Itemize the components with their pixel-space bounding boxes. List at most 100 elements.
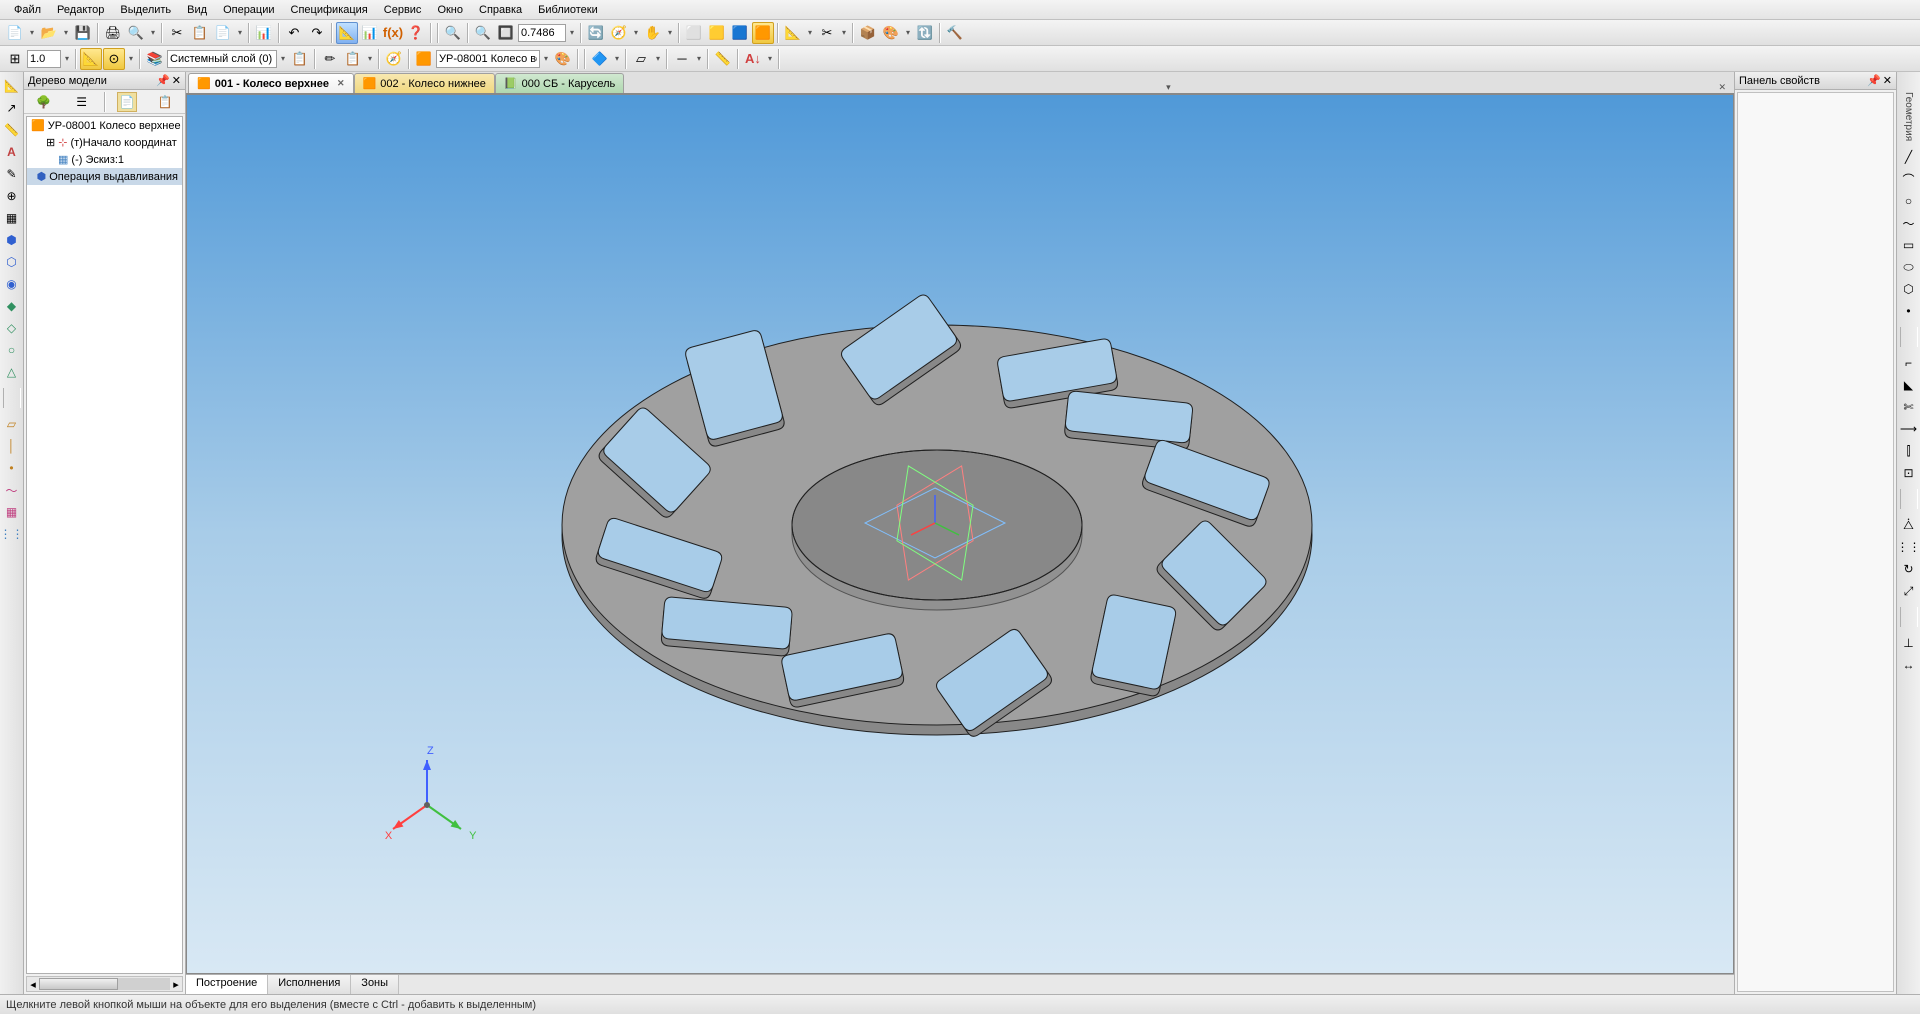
- tool-geom-icon[interactable]: 📐: [2, 76, 22, 96]
- rtool-offset-icon[interactable]: ⫿: [1899, 441, 1919, 461]
- section-button[interactable]: ✂: [816, 22, 838, 44]
- snap-button[interactable]: ⊙: [103, 48, 125, 70]
- section-dropdown[interactable]: ▾: [839, 22, 849, 44]
- print-preview-button[interactable]: 🔍: [125, 22, 147, 44]
- face-dropdown[interactable]: ▾: [653, 48, 663, 70]
- zoom-extents-button[interactable]: 🔍: [442, 22, 464, 44]
- layers-button[interactable]: 📚: [144, 48, 166, 70]
- tree-filter-icon[interactable]: 📄: [117, 92, 137, 112]
- menu-help[interactable]: Справка: [471, 2, 530, 18]
- refresh-button[interactable]: 🔃: [914, 22, 936, 44]
- part-dropdown[interactable]: ▾: [541, 48, 551, 70]
- tree-root[interactable]: 🟧 УР-08001 Колесо верхнее (Те.: [27, 117, 182, 134]
- rtool-arc-icon[interactable]: ⌒: [1899, 169, 1919, 189]
- rtool-constraint-icon[interactable]: ⊥: [1899, 633, 1919, 653]
- menu-libraries[interactable]: Библиотеки: [530, 2, 606, 18]
- orient-button[interactable]: 🧭: [608, 22, 630, 44]
- perspective-dropdown[interactable]: ▾: [805, 22, 815, 44]
- part-color-button[interactable]: 🎨: [552, 48, 574, 70]
- rtool-trim-icon[interactable]: ✄: [1899, 397, 1919, 417]
- rtool-project-icon[interactable]: ⊡: [1899, 463, 1919, 483]
- lcs-button[interactable]: 🧭: [383, 48, 405, 70]
- pan-dropdown[interactable]: ▾: [665, 22, 675, 44]
- face-filter-button[interactable]: ▱: [630, 48, 652, 70]
- edge-filter-button[interactable]: ─: [671, 48, 693, 70]
- menu-window[interactable]: Окно: [429, 2, 471, 18]
- print-button[interactable]: 🖨: [102, 22, 124, 44]
- sketch-dropdown[interactable]: ▾: [365, 48, 375, 70]
- tool-surf-icon[interactable]: ▦: [2, 502, 22, 522]
- new-dropdown[interactable]: ▾: [27, 22, 37, 44]
- menu-operations[interactable]: Операции: [215, 2, 282, 18]
- copy-button[interactable]: 📋: [189, 22, 211, 44]
- open-dropdown[interactable]: ▾: [61, 22, 71, 44]
- tool-layer-icon[interactable]: ▦: [2, 208, 22, 228]
- tab-002[interactable]: 🟧 002 - Колесо нижнее: [354, 73, 495, 93]
- btab-build[interactable]: Построение: [186, 975, 268, 994]
- sketch-plane-button[interactable]: 📋: [342, 48, 364, 70]
- tool-chamfer-icon[interactable]: △: [2, 362, 22, 382]
- measure-button[interactable]: 📏: [712, 48, 734, 70]
- hidden-button[interactable]: 🟦: [729, 22, 751, 44]
- close-icon[interactable]: ✕: [1883, 74, 1892, 87]
- orient-dropdown[interactable]: ▾: [631, 22, 641, 44]
- tool-loft-icon[interactable]: ◆: [2, 296, 22, 316]
- tool-plane-icon[interactable]: ▱: [2, 414, 22, 434]
- open-button[interactable]: 📂: [38, 22, 60, 44]
- print-dropdown[interactable]: ▾: [148, 22, 158, 44]
- rtool-extend-icon[interactable]: ⟶: [1899, 419, 1919, 439]
- edge-dropdown[interactable]: ▾: [694, 48, 704, 70]
- tool-axis-icon[interactable]: │: [2, 436, 22, 456]
- rtool-scale-icon[interactable]: ⤢: [1899, 581, 1919, 601]
- tool-cut-icon[interactable]: ⬡: [2, 252, 22, 272]
- rtool-mirror-icon[interactable]: ⧊: [1899, 515, 1919, 535]
- color-mode-button[interactable]: 🎨: [880, 22, 902, 44]
- text-dropdown[interactable]: ▾: [765, 48, 775, 70]
- tool-revolve-icon[interactable]: ◉: [2, 274, 22, 294]
- tool-round-icon[interactable]: ○: [2, 340, 22, 360]
- rtool-chamfer-icon[interactable]: ◣: [1899, 375, 1919, 395]
- tool-curve-icon[interactable]: ～: [2, 480, 22, 500]
- zoom-dropdown[interactable]: ▾: [567, 22, 577, 44]
- rtool-rect-icon[interactable]: ▭: [1899, 235, 1919, 255]
- undo-button[interactable]: ↶: [283, 22, 305, 44]
- tree-expand-icon[interactable]: 📋: [155, 92, 175, 112]
- paste-dropdown[interactable]: ▾: [235, 22, 245, 44]
- pin-icon[interactable]: 📌: [1867, 74, 1881, 87]
- menu-select[interactable]: Выделить: [112, 2, 179, 18]
- rtool-point-icon[interactable]: •: [1899, 301, 1919, 321]
- wireframe-button[interactable]: 🟧: [752, 22, 774, 44]
- shade-button[interactable]: 🟨: [706, 22, 728, 44]
- ortho-button[interactable]: 📐: [80, 48, 102, 70]
- snap-grid-button[interactable]: ⊞: [4, 48, 26, 70]
- tree-horizontal-scrollbar[interactable]: ◂ ▸: [26, 976, 183, 992]
- expand-icon[interactable]: ⊞: [46, 136, 55, 149]
- tool-line-icon[interactable]: ↗: [2, 98, 22, 118]
- properties-button[interactable]: 📊: [253, 22, 275, 44]
- rtool-fillet-icon[interactable]: ⌐: [1899, 353, 1919, 373]
- layer-dropdown[interactable]: ▾: [278, 48, 288, 70]
- tabs-close-all[interactable]: ✕: [1712, 82, 1732, 93]
- text-button[interactable]: A↓: [742, 48, 764, 70]
- zoom-window-button[interactable]: 🔲: [495, 22, 517, 44]
- zoom-in-button[interactable]: 🔍: [472, 22, 494, 44]
- menu-view[interactable]: Вид: [179, 2, 215, 18]
- new-doc-button[interactable]: 📄: [4, 22, 26, 44]
- pin-icon[interactable]: 📌: [156, 74, 170, 87]
- tree-origin[interactable]: ⊞ ⊹ (т)Начало координат: [27, 134, 182, 151]
- variables-button[interactable]: 📐: [336, 22, 358, 44]
- btab-versions[interactable]: Исполнения: [268, 975, 351, 994]
- simplify-button[interactable]: 📦: [857, 22, 879, 44]
- layer-input[interactable]: [167, 50, 277, 68]
- close-icon[interactable]: ✕: [172, 74, 181, 87]
- paste-button[interactable]: 📄: [212, 22, 234, 44]
- tool-dim-icon[interactable]: 📏: [2, 120, 22, 140]
- rtool-circle-icon[interactable]: ○: [1899, 191, 1919, 211]
- tool-symbol-icon[interactable]: ⊕: [2, 186, 22, 206]
- tool-point-icon[interactable]: •: [2, 458, 22, 478]
- tabs-dropdown[interactable]: ▾: [1160, 82, 1177, 93]
- zoom-input[interactable]: [518, 24, 566, 42]
- part-input[interactable]: [436, 50, 540, 68]
- fx-button[interactable]: f(x): [382, 22, 404, 44]
- perspective-button[interactable]: 📐: [782, 22, 804, 44]
